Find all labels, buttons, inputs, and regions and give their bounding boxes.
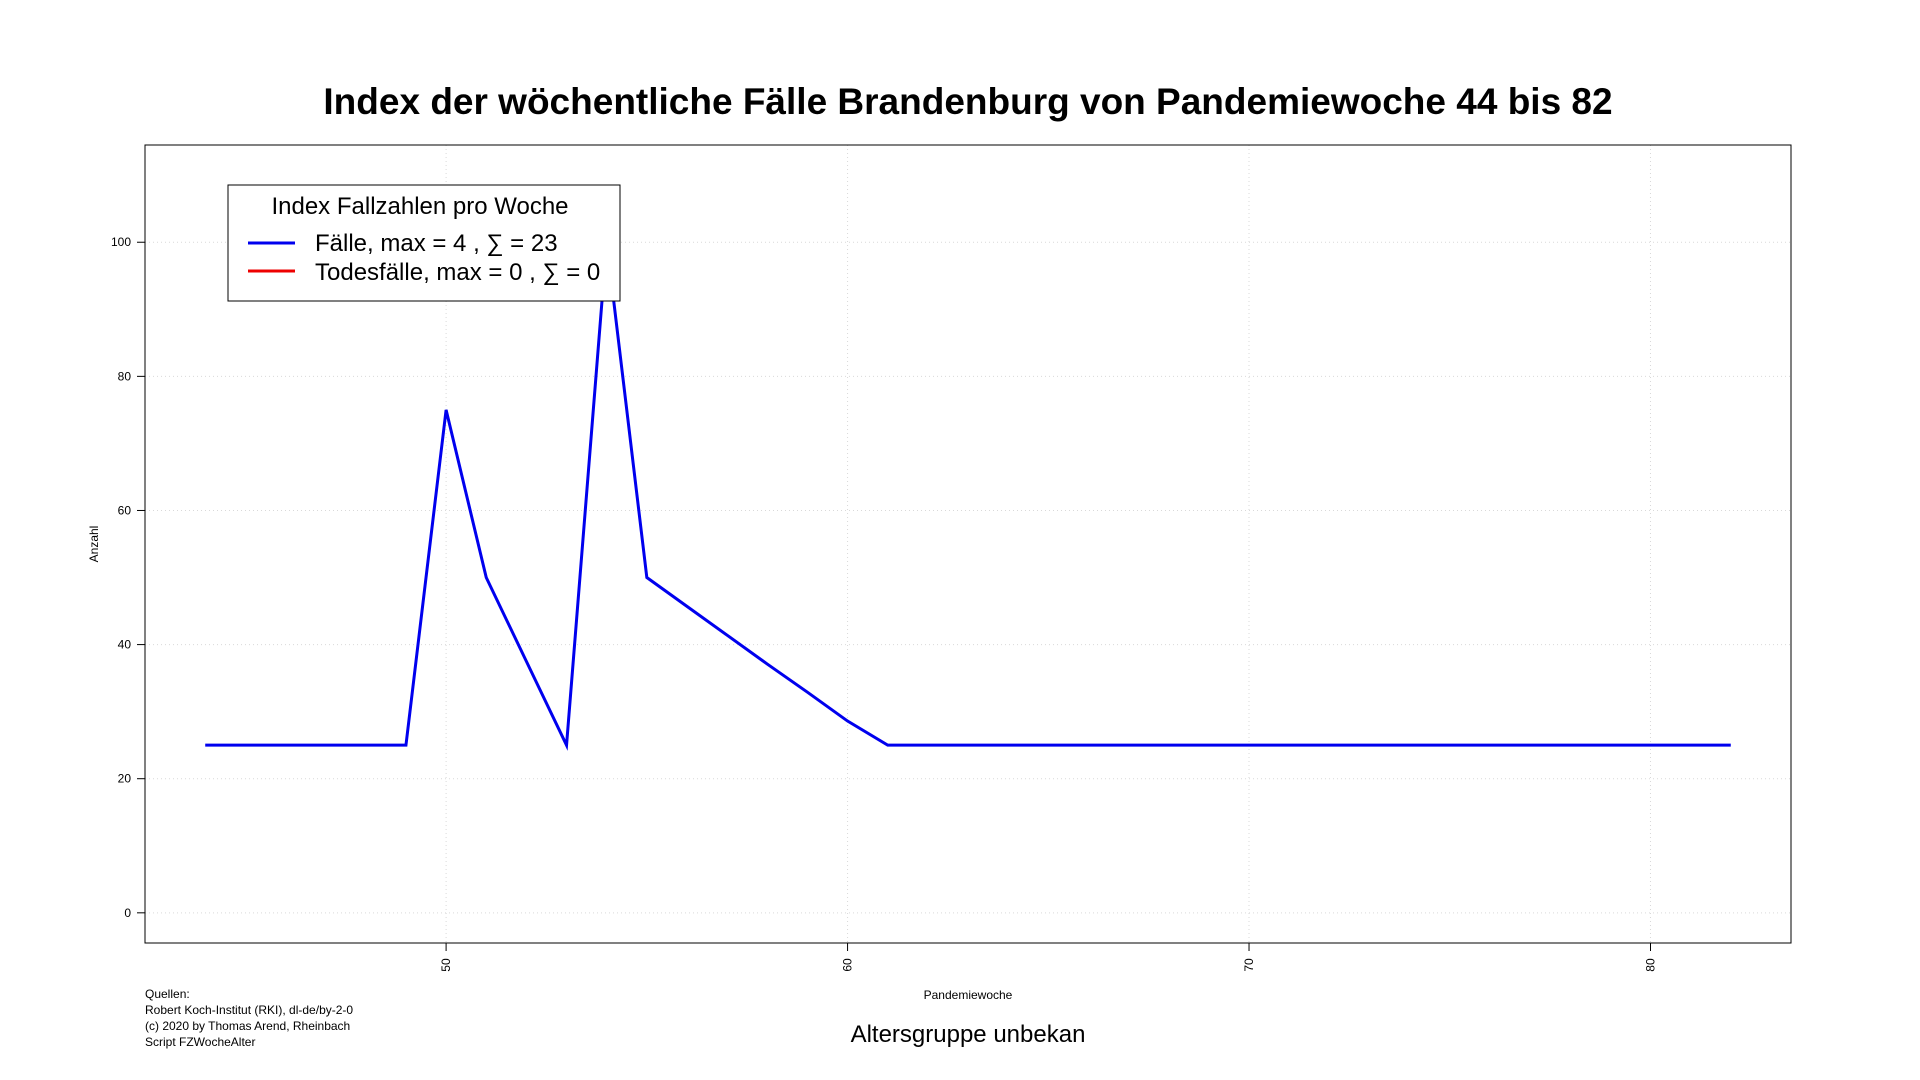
source-line: Robert Koch-Institut (RKI), dl-de/by-2-0 [145, 1003, 353, 1017]
plot-frame [144, 144, 1792, 944]
y-tick-label: 40 [118, 638, 132, 652]
y-axis-label: Anzahl [87, 526, 101, 563]
chart-title: Index der wöchentliche Fälle Brandenburg… [323, 81, 1612, 122]
y-tick-label: 0 [124, 906, 131, 920]
x-axis-label: Pandemiewoche [924, 988, 1013, 1002]
y-tick-label: 60 [118, 503, 132, 517]
source-line: (c) 2020 by Thomas Arend, Rheinbach [145, 1019, 350, 1033]
legend: Index Fallzahlen pro Woche Fälle, max = … [227, 184, 621, 302]
legend-title: Index Fallzahlen pro Woche [271, 193, 568, 220]
series-line-0 [205, 242, 1731, 751]
x-tick-label: 50 [439, 958, 453, 972]
series-group [205, 242, 1731, 751]
legend-label-faelle: Fälle, max = 4 , ∑ = 23 [315, 230, 558, 257]
source-line: Script FZWocheAlter [145, 1035, 255, 1049]
x-tick-label: 60 [841, 958, 855, 972]
x-axis: 50 60 70 80 [439, 943, 1657, 972]
y-axis: 0 20 40 60 80 100 [111, 235, 145, 920]
y-tick-label: 20 [118, 772, 132, 786]
source-line: Quellen: [145, 987, 190, 1001]
source-note: Quellen: Robert Koch-Institut (RKI), dl-… [145, 987, 353, 1049]
legend-label-todesfaelle: Todesfälle, max = 0 , ∑ = 0 [315, 259, 600, 286]
x-tick-label: 80 [1643, 958, 1657, 972]
y-tick-label: 100 [111, 235, 131, 249]
chart-subtitle: Altersgruppe unbekan [851, 1021, 1086, 1048]
x-tick-label: 70 [1242, 958, 1256, 972]
y-tick-label: 80 [118, 369, 132, 383]
